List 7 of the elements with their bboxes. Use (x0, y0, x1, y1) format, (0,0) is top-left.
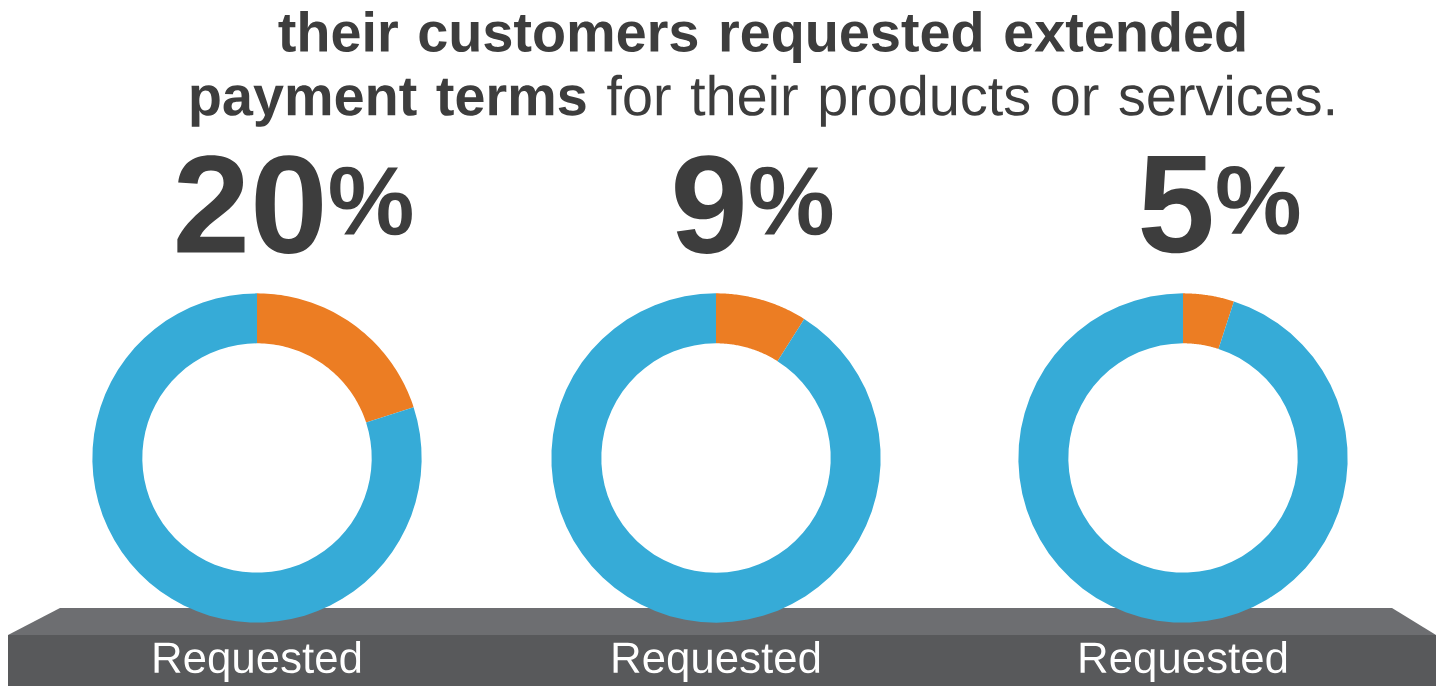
text: Requested (154, 641, 361, 682)
text: their customers requested extended payment terms for their products or services. (191, 11, 1333, 127)
data-label: 5$^{%}$ (1141, 155, 1300, 254)
text: Requested (613, 641, 820, 682)
text: Requested (1080, 641, 1287, 682)
data-label: 20$^{%}$ (177, 155, 412, 254)
data-label: 9$^{%}$ (675, 155, 833, 254)
